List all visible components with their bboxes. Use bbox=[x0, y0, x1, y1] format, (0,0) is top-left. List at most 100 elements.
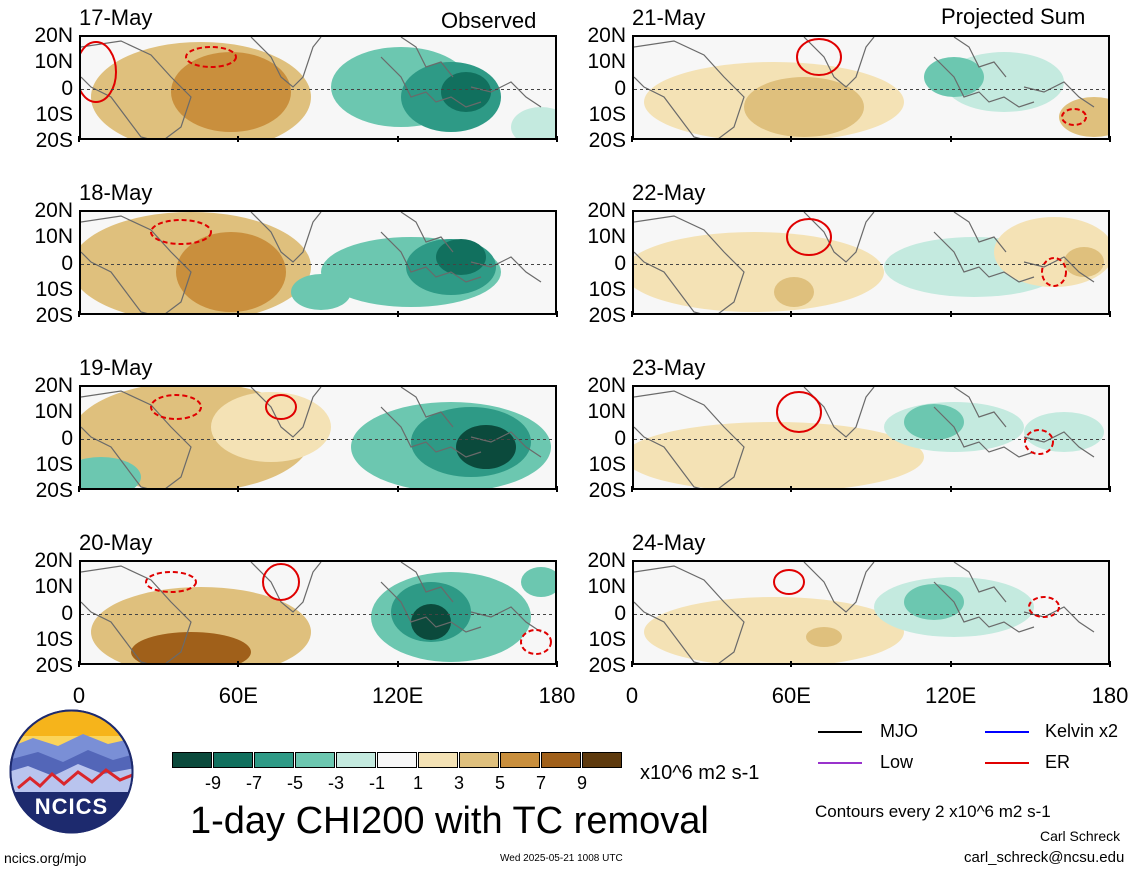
map-panel-plot bbox=[634, 212, 1108, 313]
y-tick-label: 0 bbox=[61, 76, 73, 100]
panel-date-label: 18-May bbox=[79, 180, 153, 205]
y-tick-label: 10N bbox=[34, 225, 73, 249]
header-observed: Observed bbox=[441, 8, 537, 33]
panel-date-label: 17-May bbox=[79, 5, 153, 30]
er-contour bbox=[773, 569, 805, 595]
coastline bbox=[1023, 81, 1095, 108]
panel-date-label: 22-May bbox=[632, 180, 706, 205]
coastline bbox=[933, 56, 1035, 108]
y-tick-label: 10S bbox=[35, 627, 73, 651]
er-contour bbox=[786, 218, 832, 256]
x-tick-mark bbox=[949, 486, 952, 492]
legend-line-kelvin bbox=[985, 731, 1029, 733]
map-panel bbox=[79, 385, 557, 490]
contours-note: Contours every 2 x10^6 m2 s-1 bbox=[815, 802, 1051, 821]
y-tick-label: 10N bbox=[34, 575, 73, 599]
y-tick-label: 10S bbox=[588, 627, 626, 651]
coastline bbox=[953, 212, 1007, 253]
colorbar-swatch bbox=[295, 752, 335, 768]
map-panel-plot bbox=[81, 37, 555, 138]
colorbar-swatch bbox=[377, 752, 417, 768]
coastline bbox=[250, 212, 322, 263]
y-tick-label: 10N bbox=[587, 225, 626, 249]
email: carl_schreck@ncsu.edu bbox=[964, 849, 1125, 866]
map-panel-plot bbox=[634, 37, 1108, 138]
x-tick-mark bbox=[631, 136, 633, 142]
er-contour bbox=[1024, 429, 1054, 455]
x-tick-mark bbox=[949, 661, 952, 667]
er-contour bbox=[520, 629, 552, 655]
coastline bbox=[634, 215, 745, 313]
colorbar-tick-label: -5 bbox=[286, 773, 304, 793]
y-tick-label: 20N bbox=[587, 374, 626, 397]
y-tick-label: 0 bbox=[614, 601, 626, 625]
er-contour bbox=[262, 563, 300, 601]
x-tick-mark bbox=[556, 136, 558, 142]
y-tick-label: 20N bbox=[587, 549, 626, 572]
er-contour bbox=[185, 46, 237, 68]
coastline bbox=[634, 40, 745, 138]
site-url[interactable]: ncics.org/mjo bbox=[4, 850, 87, 866]
x-tick-mark bbox=[78, 311, 80, 317]
y-tick-label: 20S bbox=[35, 654, 73, 677]
anomaly-blob bbox=[456, 425, 516, 469]
y-tick-label: 0 bbox=[614, 76, 626, 100]
colorbar-swatch bbox=[172, 752, 212, 768]
anomaly-blob bbox=[644, 597, 904, 663]
x-tick-mark bbox=[78, 486, 80, 492]
map-panel bbox=[79, 560, 557, 665]
coastline bbox=[380, 581, 482, 633]
y-tick-label: 0 bbox=[614, 251, 626, 275]
map-panel bbox=[632, 560, 1110, 665]
y-tick-label: 10S bbox=[588, 452, 626, 476]
x-tick-mark bbox=[631, 661, 633, 667]
colorbar-swatch bbox=[582, 752, 622, 768]
x-tick-mark bbox=[1109, 136, 1111, 142]
ncics-logo: NCICS bbox=[8, 708, 135, 835]
y-tick-label: 10S bbox=[35, 452, 73, 476]
er-contour bbox=[1061, 108, 1087, 126]
anomaly-blob bbox=[291, 274, 351, 310]
chart-title: 1-day CHI200 with TC removal bbox=[190, 800, 709, 842]
map-panel bbox=[79, 210, 557, 315]
colorbar-tick-label: 1 bbox=[412, 773, 424, 793]
er-contour bbox=[1041, 257, 1067, 287]
coastline bbox=[380, 56, 482, 108]
anomaly-blob bbox=[904, 404, 964, 440]
y-tick-label: 20S bbox=[588, 129, 626, 152]
x-tick-mark bbox=[556, 661, 558, 667]
legend-line-mjo bbox=[818, 731, 862, 733]
anomaly-blob bbox=[1064, 247, 1104, 277]
map-panel-plot bbox=[634, 387, 1108, 488]
anomaly-blob bbox=[634, 422, 924, 488]
map-panel-plot bbox=[81, 387, 555, 488]
colorbar-swatch bbox=[336, 752, 376, 768]
er-contour bbox=[776, 391, 822, 433]
colorbar-tick-label: 7 bbox=[535, 773, 547, 793]
colorbar-tick-label: -7 bbox=[245, 773, 263, 793]
x-tick-mark bbox=[631, 311, 633, 317]
coastline bbox=[400, 562, 454, 603]
legend-label-er: ER bbox=[1045, 752, 1071, 772]
colorbar-swatch bbox=[541, 752, 581, 768]
legend-label-kelvin: Kelvin x2 bbox=[1045, 721, 1119, 741]
y-tick-label: 20S bbox=[35, 304, 73, 327]
coastline bbox=[1023, 256, 1095, 283]
logo-text: NCICS bbox=[34, 794, 109, 819]
coastline bbox=[400, 387, 454, 428]
map-panel-plot bbox=[81, 212, 555, 313]
colorbar-tick-label: -9 bbox=[204, 773, 222, 793]
coastline bbox=[803, 212, 875, 263]
colorbar-swatch bbox=[213, 752, 253, 768]
coastline bbox=[634, 565, 745, 663]
er-contour bbox=[145, 571, 197, 593]
coastline bbox=[1023, 431, 1095, 458]
coastline bbox=[400, 37, 454, 78]
anomaly-blob bbox=[131, 632, 251, 663]
map-panel bbox=[632, 210, 1110, 315]
y-tick-label: 20S bbox=[588, 479, 626, 502]
anomaly-blob bbox=[511, 107, 555, 138]
y-tick-label: 0 bbox=[61, 601, 73, 625]
y-tick-label: 20N bbox=[34, 24, 73, 47]
colorbar-tick-label: 3 bbox=[453, 773, 465, 793]
